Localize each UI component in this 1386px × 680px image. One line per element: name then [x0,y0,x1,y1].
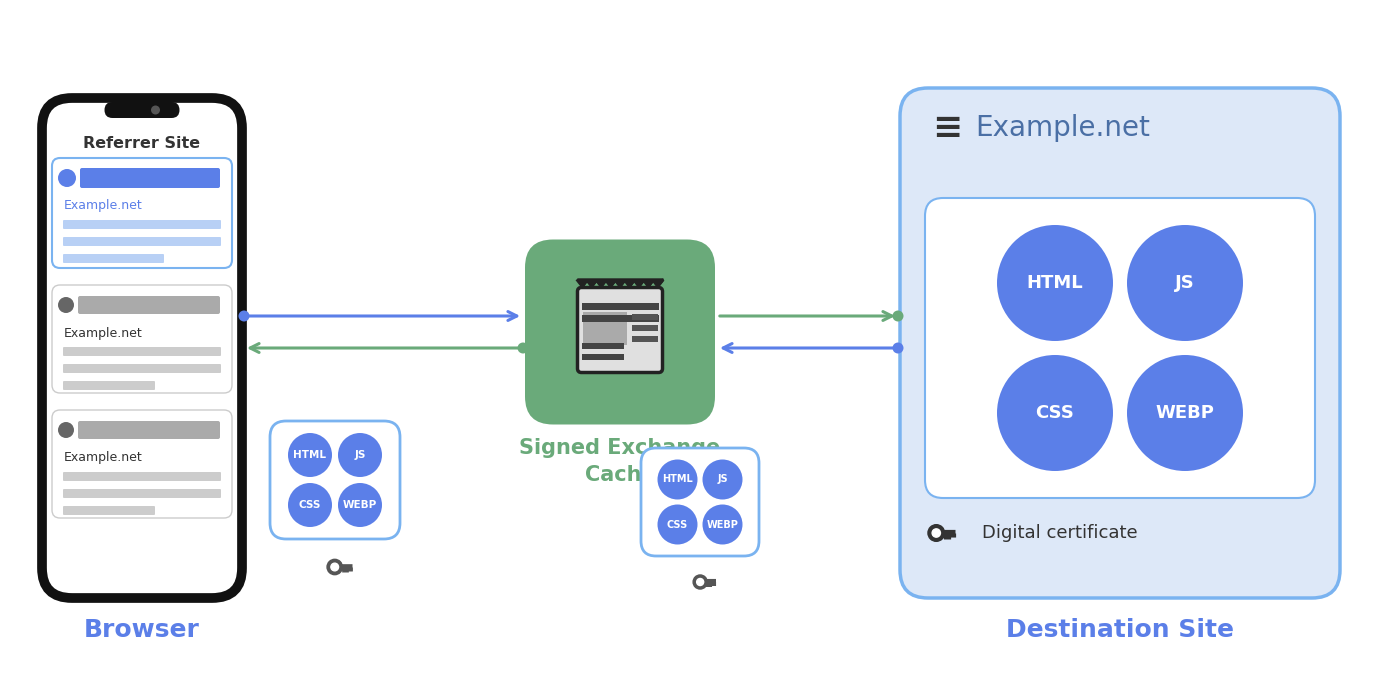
Circle shape [327,560,342,575]
Text: Example.net: Example.net [64,326,143,339]
Text: WEBP: WEBP [342,500,377,510]
Text: HTML: HTML [294,450,327,460]
FancyBboxPatch shape [578,288,663,373]
FancyBboxPatch shape [62,220,220,229]
Text: JS: JS [1175,274,1195,292]
Circle shape [517,343,528,354]
Circle shape [933,529,941,537]
Circle shape [703,505,743,545]
Circle shape [151,105,159,114]
FancyBboxPatch shape [42,98,243,598]
FancyBboxPatch shape [582,312,626,345]
Text: CSS: CSS [667,520,687,530]
Text: WEBP: WEBP [1156,404,1214,422]
Circle shape [58,297,73,313]
FancyBboxPatch shape [582,303,658,309]
Circle shape [58,422,73,438]
FancyBboxPatch shape [582,343,624,348]
FancyBboxPatch shape [640,448,760,556]
Circle shape [288,483,333,527]
Text: Example.net: Example.net [64,199,143,212]
FancyBboxPatch shape [62,472,220,481]
FancyBboxPatch shape [582,354,624,360]
Text: WEBP: WEBP [707,520,739,530]
Circle shape [657,505,697,545]
Circle shape [693,575,707,589]
FancyBboxPatch shape [62,364,220,373]
Circle shape [288,433,333,477]
Circle shape [238,311,249,322]
Text: HTML: HTML [1027,274,1084,292]
FancyBboxPatch shape [924,198,1315,498]
Text: JS: JS [355,450,366,460]
FancyBboxPatch shape [270,421,401,539]
FancyBboxPatch shape [80,168,220,188]
Circle shape [703,460,743,500]
FancyBboxPatch shape [62,347,220,356]
Circle shape [997,225,1113,341]
FancyBboxPatch shape [53,285,231,393]
Circle shape [893,343,904,354]
Text: Example.net: Example.net [974,114,1150,142]
Circle shape [893,311,904,322]
Text: JS: JS [717,475,728,484]
FancyBboxPatch shape [62,489,220,498]
FancyBboxPatch shape [53,158,231,268]
FancyBboxPatch shape [900,88,1340,598]
FancyBboxPatch shape [104,102,180,118]
Text: Digital certificate: Digital certificate [983,524,1138,542]
FancyBboxPatch shape [632,325,657,331]
Circle shape [58,169,76,187]
Circle shape [929,525,945,541]
FancyBboxPatch shape [62,237,220,246]
Text: ≡: ≡ [931,111,962,145]
Circle shape [697,579,704,585]
FancyBboxPatch shape [62,506,155,515]
FancyBboxPatch shape [525,239,715,424]
Circle shape [1127,355,1243,471]
FancyBboxPatch shape [53,410,231,518]
FancyBboxPatch shape [62,254,164,263]
Circle shape [997,355,1113,471]
FancyBboxPatch shape [78,296,220,314]
Text: HTML: HTML [663,475,693,484]
Text: Example.net: Example.net [64,452,143,464]
Circle shape [657,460,697,500]
Text: Destination Site: Destination Site [1006,618,1234,642]
FancyBboxPatch shape [632,314,657,320]
Circle shape [331,563,338,571]
FancyBboxPatch shape [62,381,155,390]
Circle shape [338,483,383,527]
FancyBboxPatch shape [582,314,658,322]
Circle shape [1127,225,1243,341]
Text: Browser: Browser [85,618,200,642]
Text: CSS: CSS [1035,404,1074,422]
Circle shape [338,433,383,477]
Text: Signed Exchange
Cache: Signed Exchange Cache [520,439,721,485]
Text: CSS: CSS [299,500,322,510]
FancyBboxPatch shape [632,336,657,342]
Text: Referrer Site: Referrer Site [83,135,201,150]
FancyBboxPatch shape [78,421,220,439]
